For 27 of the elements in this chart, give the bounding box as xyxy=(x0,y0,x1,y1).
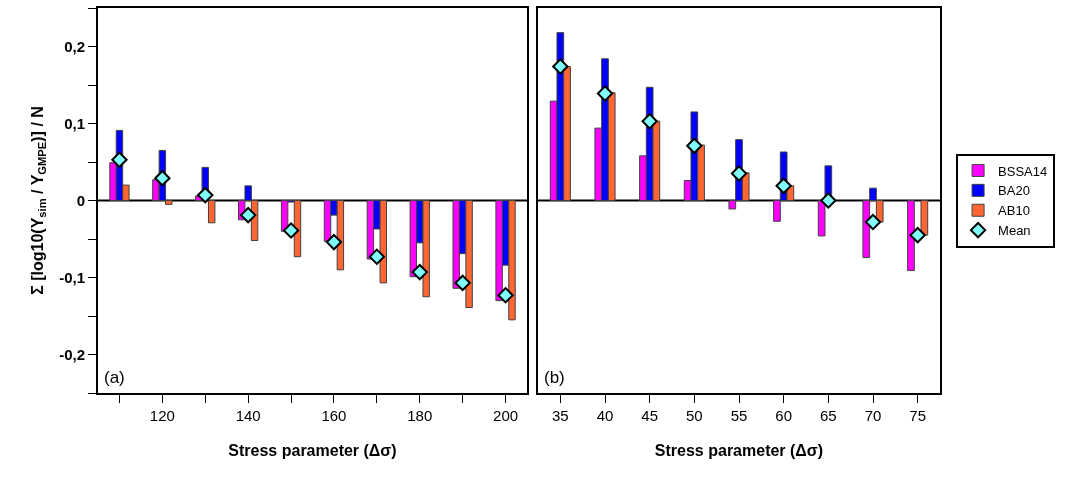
x-tick-label: 180 xyxy=(407,407,433,424)
legend-label: BSSA14 xyxy=(998,163,1048,179)
x-tick-label: 40 xyxy=(596,407,614,424)
x-tick-label: 120 xyxy=(149,407,175,424)
y-tick-label: -0,1 xyxy=(59,268,85,286)
legend-label: BA20 xyxy=(998,183,1030,199)
y-tick-label: -0,2 xyxy=(59,345,85,363)
x-tick-label: 60 xyxy=(775,407,793,424)
x-tick-label: 70 xyxy=(864,407,882,424)
annotation: (b) xyxy=(544,368,565,387)
y-tick-label: 0,2 xyxy=(64,37,85,55)
x-tick-label: 35 xyxy=(551,407,569,424)
x-tick-label: 200 xyxy=(493,407,519,424)
x-tick-label: 50 xyxy=(685,407,703,424)
x-tick-label: 160 xyxy=(321,407,347,424)
x-tick-label: 55 xyxy=(730,407,748,424)
x-tick-label: 45 xyxy=(641,407,659,424)
x-axis-title: Stress parameter (Δσ) xyxy=(654,442,824,460)
legend-label: AB10 xyxy=(998,203,1030,219)
y-tick-label: 0,1 xyxy=(64,114,85,132)
legend-label: Mean xyxy=(998,223,1031,239)
annotation: (a) xyxy=(104,368,125,387)
x-axis-title: Stress parameter (Δσ) xyxy=(228,442,397,460)
y-tick-label: 0 xyxy=(76,191,85,209)
x-tick-label: 75 xyxy=(909,407,927,424)
x-tick-label: 140 xyxy=(235,407,261,424)
x-tick-label: 65 xyxy=(819,407,837,424)
